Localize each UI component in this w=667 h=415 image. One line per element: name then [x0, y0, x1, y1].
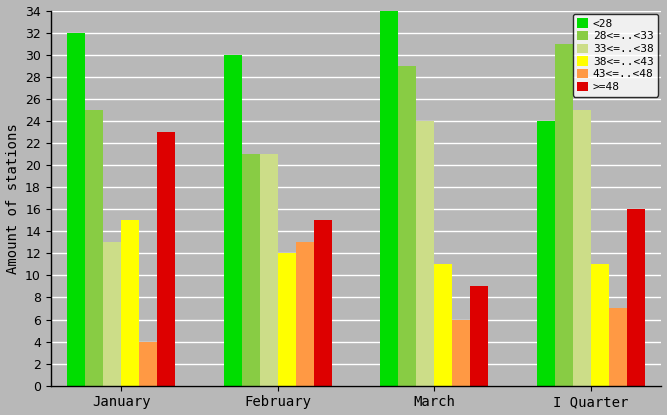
Legend: <28, 28<=..<33, 33<=..<38, 38<=..<43, 43<=..<48, >=48: <28, 28<=..<33, 33<=..<38, 38<=..<43, 43… [573, 14, 658, 97]
Bar [295, 242, 313, 386]
Bar [139, 342, 157, 386]
Bar [452, 320, 470, 386]
Bar [259, 154, 277, 386]
Bar [537, 121, 555, 386]
Bar [573, 110, 591, 386]
Bar [241, 154, 259, 386]
Bar [591, 264, 609, 386]
Bar [627, 209, 645, 386]
Bar [470, 286, 488, 386]
Bar [380, 10, 398, 386]
Bar [277, 253, 295, 386]
Bar [103, 242, 121, 386]
Bar [555, 44, 573, 386]
Bar [121, 220, 139, 386]
Bar [313, 220, 331, 386]
Bar [85, 110, 103, 386]
Bar [416, 121, 434, 386]
Bar [67, 33, 85, 386]
Bar [609, 308, 627, 386]
Bar [223, 55, 241, 386]
Y-axis label: Amount of stations: Amount of stations [5, 123, 19, 273]
Bar [157, 132, 175, 386]
Bar [398, 66, 416, 386]
Bar [434, 264, 452, 386]
